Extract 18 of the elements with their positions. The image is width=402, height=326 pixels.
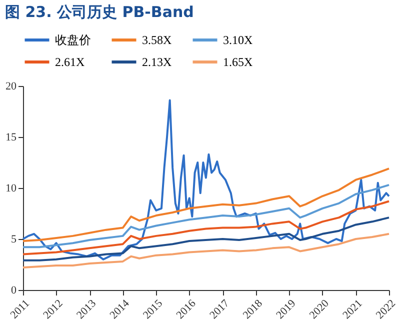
line-series bbox=[22, 216, 390, 262]
chart-title: 图 23. 公司历史 PB-Band bbox=[5, 3, 194, 21]
line-series bbox=[22, 200, 390, 256]
legend-label: 3.10X bbox=[223, 33, 253, 47]
y-tick-label: 20 bbox=[6, 80, 17, 92]
legend-label: 1.65X bbox=[223, 55, 253, 69]
line-series bbox=[22, 232, 390, 269]
line-series bbox=[22, 168, 390, 242]
legend-label: 2.61X bbox=[55, 55, 85, 69]
y-tick-label: 15 bbox=[6, 132, 17, 144]
legend-label: 2.13X bbox=[142, 55, 172, 69]
legend-label: 收盘价 bbox=[55, 33, 91, 47]
y-tick-label: 0 bbox=[11, 284, 17, 296]
line-series bbox=[22, 99, 390, 260]
y-tick-label: 10 bbox=[6, 182, 17, 194]
legend-label: 3.58X bbox=[142, 33, 172, 47]
y-tick-label: 5 bbox=[11, 234, 17, 246]
line-series bbox=[22, 184, 390, 248]
